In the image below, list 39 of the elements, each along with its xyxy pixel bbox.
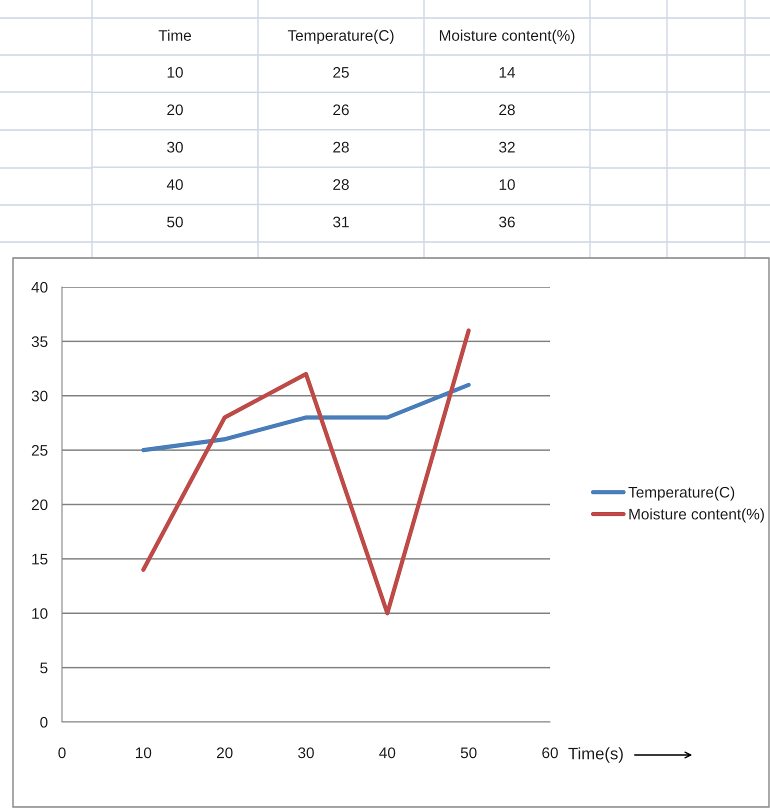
- data-label: 50: [167, 216, 183, 228]
- x-tick-label: 20: [216, 747, 233, 758]
- y-tick-label: 15: [32, 554, 48, 565]
- data-label: 28: [333, 179, 349, 190]
- y-tick-label: 25: [32, 444, 48, 456]
- data-label: 32: [499, 142, 515, 153]
- x-tick-label: Moisture content(%): [440, 30, 574, 44]
- legend-label: Temperature(C): [628, 486, 734, 501]
- x-tick-label: 30: [298, 747, 314, 758]
- data-label: 25: [333, 66, 349, 78]
- data-label: 26: [333, 104, 349, 116]
- legend-label: Moisture content(%): [629, 508, 764, 523]
- y-tick-label: 40: [31, 282, 48, 293]
- data-label: 28: [499, 104, 515, 116]
- data-label: 14: [500, 67, 516, 78]
- x-tick-label: 10: [136, 747, 152, 758]
- x-tick-label: Time: [158, 30, 192, 41]
- line-series: [141, 382, 471, 452]
- data-label: 10: [168, 66, 183, 78]
- data-label: 30: [167, 142, 183, 153]
- y-tick-label: 30: [32, 390, 48, 402]
- x-tick-label: 50: [460, 747, 477, 758]
- y-tick-label: 20: [32, 499, 48, 510]
- data-label: 20: [167, 104, 183, 116]
- data-label: 36: [499, 216, 515, 228]
- x-tick-label: 0: [58, 747, 66, 758]
- y-tick-label: 0: [40, 716, 48, 728]
- x-tick-label: 40: [379, 747, 396, 758]
- y-tick-label: 10: [32, 608, 48, 619]
- data-label: 31: [333, 216, 349, 228]
- x-axis-title: Time(s): [568, 747, 623, 763]
- y-tick-label: 5: [40, 662, 48, 674]
- line-series: [141, 328, 471, 616]
- x-tick-label: Temperature(C): [288, 30, 394, 44]
- data-label: 28: [333, 142, 349, 153]
- y-tick-label: 35: [32, 336, 48, 348]
- x-tick-label: 60: [542, 747, 558, 758]
- data-label: 10: [500, 179, 515, 190]
- data-label: 40: [166, 179, 183, 190]
